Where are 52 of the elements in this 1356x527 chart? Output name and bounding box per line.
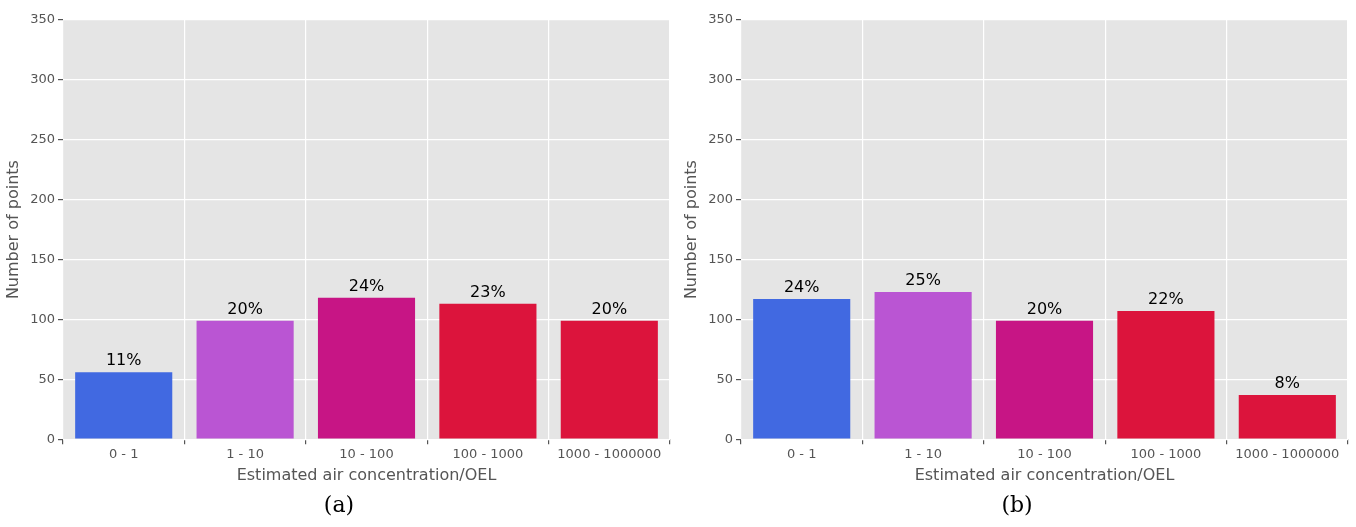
x-tick-label: 0 - 1 [108, 446, 139, 462]
bar [753, 299, 851, 439]
x-tick-label: 100 - 1000 [452, 446, 524, 462]
x-tick-label: 1 - 10 [904, 446, 942, 462]
bar [75, 372, 173, 439]
bar [439, 303, 537, 439]
bar [995, 320, 1094, 439]
y-tick-label: 0 [724, 430, 734, 446]
y-tick-label: 250 [30, 131, 56, 147]
bar [874, 291, 972, 439]
x-tick-label: 0 - 1 [786, 446, 817, 462]
y-tick-label: 50 [38, 370, 56, 386]
annotation: 24% [348, 276, 385, 296]
x-axis-title: Estimated air concentration/OEL [236, 464, 497, 484]
annotation: 23% [470, 282, 506, 302]
y-tick-label: 350 [30, 11, 56, 27]
x-tick-label: 10 - 100 [339, 446, 394, 462]
y-tick-label: 50 [716, 370, 734, 386]
bar [196, 320, 294, 439]
y-tick-label: 350 [708, 11, 734, 27]
text: (a) [322, 492, 356, 517]
y-tick-label: 300 [30, 71, 56, 87]
annotation: 20% [227, 298, 263, 318]
y-axis-title: Number of points [2, 160, 22, 300]
y-tick-label: 150 [708, 250, 734, 266]
annotation: 11% [105, 350, 142, 370]
y-tick-label: 150 [30, 250, 56, 266]
y-tick-label: 100 [30, 310, 56, 326]
bar [317, 297, 416, 439]
y-tick-label: 250 [708, 131, 734, 147]
annotation: 8% [1274, 373, 1300, 393]
x-tick-label: 100 - 1000 [1130, 446, 1202, 462]
annotation: 20% [1026, 298, 1063, 318]
x-axis-title: Estimated air concentration/OEL [914, 464, 1175, 484]
y-tick-label: 100 [708, 310, 734, 326]
y-tick-label: 200 [30, 191, 56, 207]
x-tick-label: 10 - 100 [1017, 446, 1072, 462]
bar [1117, 311, 1215, 439]
annotation: 25% [905, 270, 941, 290]
bar [1238, 394, 1336, 439]
x-tick-label: 1000 - 1000000 [557, 446, 662, 462]
y-tick-label: 0 [46, 430, 56, 446]
x-tick-label: 1 - 10 [226, 446, 264, 462]
annotation: 22% [1148, 289, 1184, 309]
y-tick-label: 200 [708, 191, 734, 207]
x-tick-label: 1000 - 1000000 [1235, 446, 1340, 462]
y-tick-label: 300 [708, 71, 734, 87]
annotation: 24% [783, 277, 820, 297]
y-axis-title: Number of points [680, 160, 700, 300]
annotation: 20% [591, 298, 628, 318]
text: (b) [1000, 492, 1034, 517]
bar [560, 320, 658, 439]
